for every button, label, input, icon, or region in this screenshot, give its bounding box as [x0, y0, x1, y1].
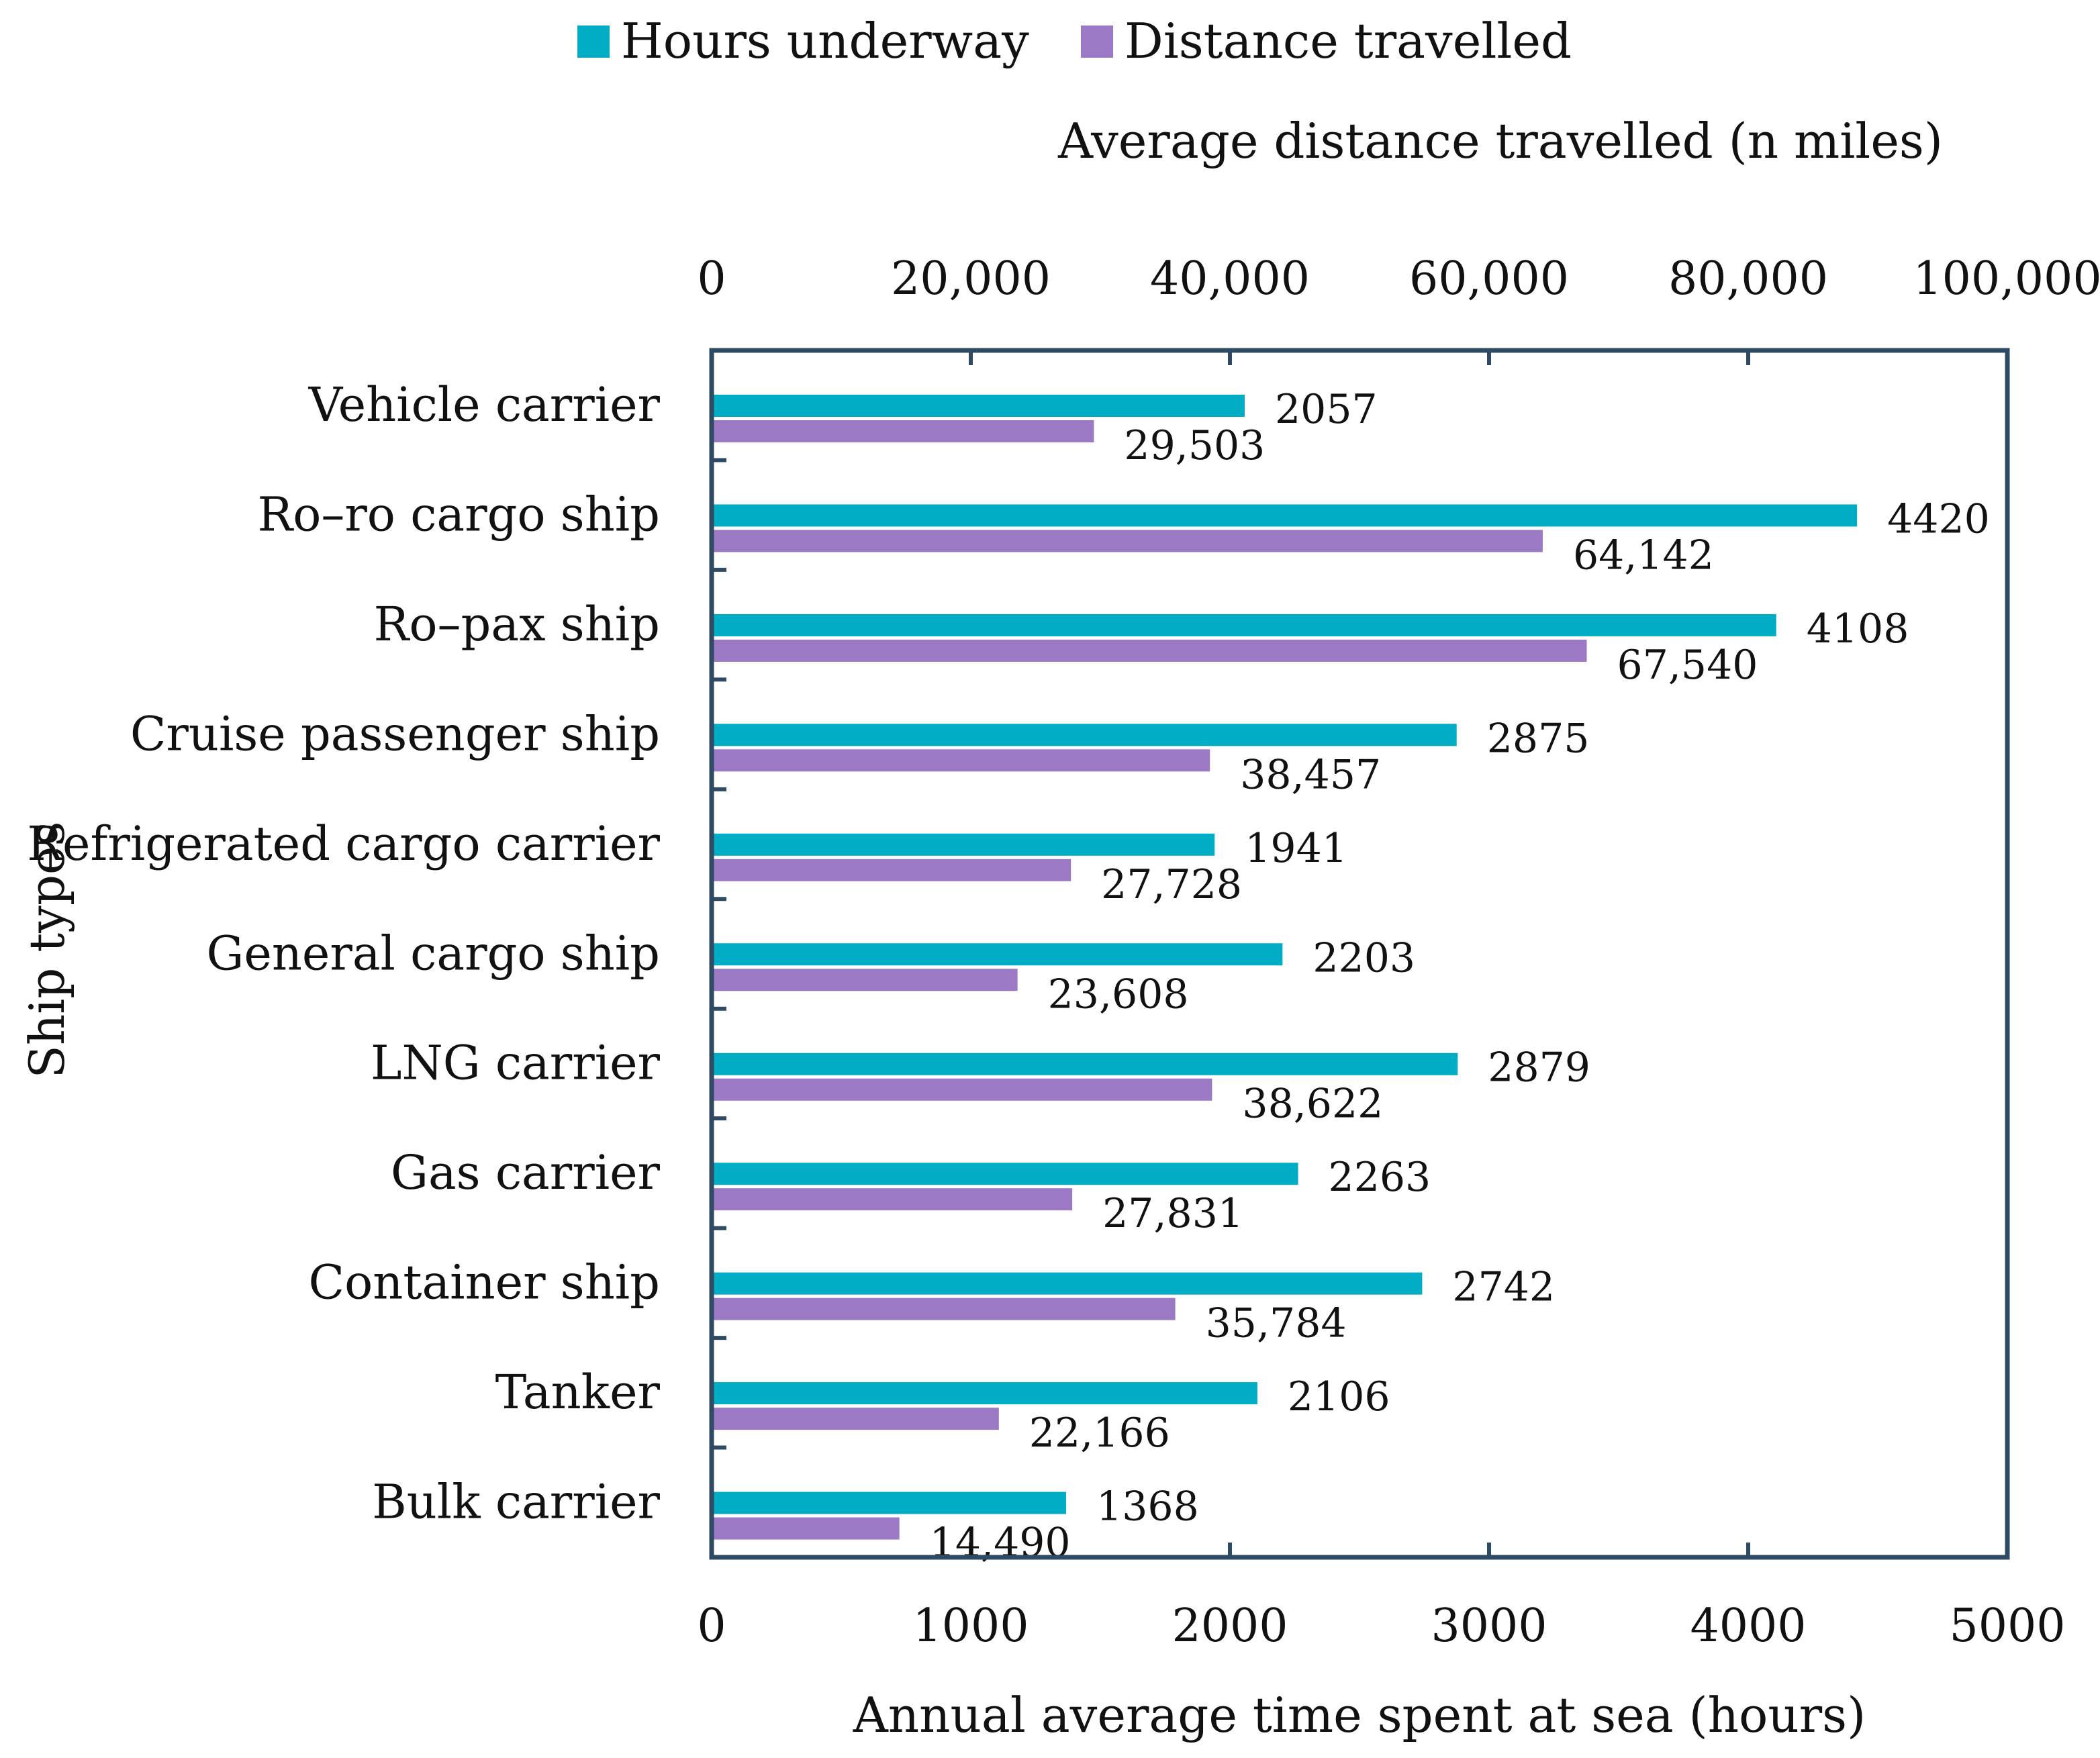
- category-label: Tanker: [495, 1365, 661, 1420]
- data-label-hours-underway: 2263: [1329, 1154, 1431, 1201]
- bar-distance-travelled: [712, 859, 1071, 881]
- category-axis: Vehicle carrier Ro–ro cargo ship Ro–pax sh…: [27, 377, 660, 1530]
- bar-hours-underway: [712, 943, 1283, 966]
- category-label: Ro–pax ship: [374, 597, 660, 652]
- data-label-hours-underway: 2106: [1288, 1373, 1390, 1420]
- data-label-distance-travelled: 22,166: [1029, 1410, 1170, 1457]
- legend-swatch-hours-underway: [577, 26, 610, 58]
- bar-hours-underway: [712, 1163, 1298, 1185]
- bar-distance-travelled: [712, 639, 1587, 662]
- bar-hours-underway: [712, 614, 1776, 636]
- top-axis-title: Average distance travelled (n miles): [1057, 113, 1943, 169]
- data-label-distance-travelled: 27,831: [1102, 1190, 1243, 1237]
- data-label-distance-travelled: 35,784: [1206, 1300, 1347, 1347]
- top-tick-label: 100,000: [1913, 252, 2100, 305]
- bottom-axis: 0 1000 2000 3000 4000 5000: [697, 458, 2066, 1653]
- plot-frame: [709, 348, 2010, 1560]
- bottom-axis-title: Annual average time spent at sea (hours): [853, 1687, 1866, 1743]
- data-label-hours-underway: 1941: [1245, 825, 1347, 872]
- legend: Hours underway Distance travelled: [577, 13, 1572, 69]
- category-label: Bulk carrier: [372, 1475, 660, 1530]
- bar-hours-underway: [712, 1272, 1423, 1295]
- category-label: LNG carrier: [371, 1036, 661, 1091]
- bar-hours-underway: [712, 504, 1858, 527]
- bottom-tick-label: 1000: [912, 1600, 1029, 1653]
- data-label-hours-underway: 4108: [1807, 605, 1909, 652]
- data-label-distance-travelled: 27,728: [1101, 861, 1242, 908]
- data-label-distance-travelled: 67,540: [1617, 642, 1758, 689]
- bar-distance-travelled: [712, 530, 1543, 552]
- bar-hours-underway: [712, 833, 1215, 856]
- data-label-hours-underway: 1368: [1096, 1483, 1199, 1530]
- bottom-tick-label: 0: [697, 1600, 726, 1653]
- category-label: Container ship: [309, 1255, 660, 1310]
- bar-hours-underway: [712, 724, 1457, 746]
- category-label: Ro–ro cargo ship: [257, 487, 660, 542]
- bar-distance-travelled: [712, 1298, 1176, 1320]
- bar-distance-travelled: [712, 969, 1018, 991]
- data-label-hours-underway: 2879: [1488, 1044, 1590, 1091]
- bar-distance-travelled: [712, 1408, 999, 1430]
- data-label-hours-underway: 2875: [1487, 715, 1590, 762]
- bar-distance-travelled: [712, 1078, 1212, 1101]
- bar-hours-underway: [712, 395, 1245, 417]
- bar-hours-underway: [712, 1382, 1257, 1405]
- y-axis-title: Ship types: [19, 822, 75, 1079]
- data-label-distance-travelled: 38,622: [1242, 1081, 1383, 1128]
- bar-hours-underway: [712, 1492, 1067, 1514]
- category-label: Vehicle carrier: [308, 377, 661, 432]
- category-label: Refrigerated cargo carrier: [27, 816, 660, 871]
- bar-distance-travelled: [712, 420, 1094, 442]
- bottom-tick-label: 4000: [1690, 1600, 1806, 1653]
- top-tick-label: 60,000: [1409, 252, 1569, 305]
- bottom-tick-label: 2000: [1172, 1600, 1288, 1653]
- data-label-hours-underway: 2742: [1452, 1264, 1555, 1311]
- data-label-hours-underway: 2203: [1312, 934, 1415, 981]
- legend-swatch-distance-travelled: [1081, 26, 1113, 58]
- top-tick-label: 40,000: [1150, 252, 1310, 305]
- data-label-distance-travelled: 38,457: [1240, 751, 1381, 798]
- bar-distance-travelled: [712, 1517, 900, 1540]
- bar-distance-travelled: [712, 749, 1210, 772]
- category-label: Cruise passenger ship: [130, 706, 660, 761]
- top-axis: 0 20,000 40,000 60,000 80,000 100,000: [697, 252, 2100, 365]
- top-tick-label: 0: [697, 252, 726, 305]
- data-label-distance-travelled: 29,503: [1124, 422, 1265, 469]
- category-label: Gas carrier: [391, 1145, 661, 1200]
- data-label-distance-travelled: 64,142: [1573, 532, 1714, 579]
- legend-label-hours-underway: Hours underway: [621, 13, 1029, 69]
- legend-label-distance-travelled: Distance travelled: [1125, 13, 1572, 69]
- bar-hours-underway: [712, 1053, 1458, 1075]
- top-tick-label: 80,000: [1668, 252, 1828, 305]
- category-label: General cargo ship: [207, 926, 661, 981]
- top-tick-label: 20,000: [891, 252, 1051, 305]
- data-label-hours-underway: 2057: [1275, 386, 1378, 433]
- data-label-distance-travelled: 23,608: [1048, 971, 1189, 1018]
- bar-distance-travelled: [712, 1188, 1073, 1211]
- bars: [712, 395, 1858, 1540]
- data-label-hours-underway: 4420: [1887, 495, 1990, 542]
- bottom-tick-label: 5000: [1949, 1600, 2065, 1653]
- bottom-tick-label: 3000: [1431, 1600, 1547, 1653]
